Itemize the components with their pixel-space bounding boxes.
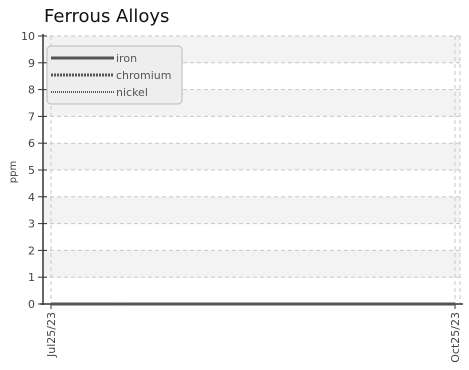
y-tick-label: 7 (28, 110, 35, 123)
y-tick-label: 0 (28, 298, 35, 311)
y-tick-label: 3 (28, 218, 35, 231)
y-tick-label: 6 (28, 137, 35, 150)
plot-band (44, 196, 460, 224)
x-tick-label: Jul25/23 (45, 312, 58, 358)
y-tick-label: 4 (28, 191, 35, 204)
y-tick-label: 1 (28, 271, 35, 284)
y-tick-label: 9 (28, 57, 35, 70)
y-axis-label: ppm (8, 161, 19, 183)
x-tick-labels: Jul25/23 Oct25/23 (45, 312, 462, 363)
legend-label-iron: iron (116, 52, 137, 65)
y-tick-label: 10 (21, 30, 35, 43)
x-tick-label: Oct25/23 (449, 312, 462, 363)
y-tick-label: 5 (28, 164, 35, 177)
y-tick-labels: 0 1 2 3 4 5 6 7 8 9 10 (21, 30, 35, 311)
legend-label-nickel: nickel (116, 86, 148, 99)
legend-box (46, 45, 183, 105)
y-tick-label: 8 (28, 84, 35, 97)
plot-band (44, 143, 460, 170)
y-tick-label: 2 (28, 244, 35, 257)
chart-title: Ferrous Alloys (44, 6, 169, 27)
plot-band (44, 250, 460, 278)
legend-label-chromium: chromium (116, 69, 172, 82)
legend: iron chromium nickel (46, 45, 183, 105)
